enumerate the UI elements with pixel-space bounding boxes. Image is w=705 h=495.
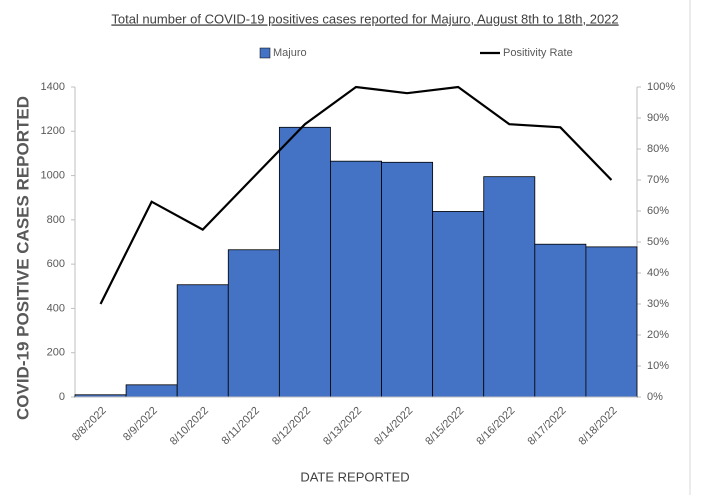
y-tick-label: 1000 xyxy=(41,169,65,181)
y-tick-label: 1200 xyxy=(41,125,65,137)
x-tick-label: 8/14/2022 xyxy=(372,405,415,448)
y-tick-label: 1400 xyxy=(41,81,65,93)
y-axis-label: COVID-19 POSITIVE CASES REPORTED xyxy=(13,96,32,420)
bar xyxy=(227,249,280,398)
bar xyxy=(483,176,536,398)
y2-tick-label: 60% xyxy=(647,205,669,217)
x-tick-label: 8/13/2022 xyxy=(321,405,364,448)
bar xyxy=(381,161,434,398)
legend-label: Majuro xyxy=(273,47,307,59)
y2-tick-label: 100% xyxy=(647,81,675,93)
bar xyxy=(585,246,638,398)
x-tick-label: 8/10/2022 xyxy=(168,405,211,448)
y-tick-label: 600 xyxy=(47,258,65,270)
x-axis-label: DATE REPORTED xyxy=(300,469,409,484)
y-tick-label: 800 xyxy=(47,214,65,226)
positivity-line xyxy=(99,85,613,305)
x-tick-label: 8/12/2022 xyxy=(270,405,313,448)
y2-tick-label: 80% xyxy=(647,143,669,155)
bar xyxy=(278,126,331,398)
chart-title: Total number of COVID-19 positives cases… xyxy=(111,11,618,26)
x-tick-label: 8/8/2022 xyxy=(70,405,109,444)
bar xyxy=(534,243,587,398)
y2-tick-label: 0% xyxy=(647,391,663,403)
y2-tick-label: 10% xyxy=(647,360,669,372)
y-tick-label: 200 xyxy=(47,347,65,359)
y2-tick-label: 90% xyxy=(647,112,669,124)
bar xyxy=(330,160,382,398)
y2-tick-label: 40% xyxy=(647,267,669,279)
bar xyxy=(125,384,178,398)
y2-tick-label: 70% xyxy=(647,174,669,186)
y2-tick-label: 20% xyxy=(647,329,669,341)
bar xyxy=(432,211,485,398)
x-tick-label: 8/11/2022 xyxy=(219,405,262,448)
legend-label: Positivity Rate xyxy=(503,47,573,59)
x-tick-label: 8/18/2022 xyxy=(577,405,620,448)
y2-tick-label: 50% xyxy=(647,236,669,248)
x-tick-label: 8/9/2022 xyxy=(121,405,160,444)
x-tick-label: 8/15/2022 xyxy=(423,405,466,448)
legend-swatch xyxy=(259,47,271,59)
y2-tick-label: 30% xyxy=(647,298,669,310)
x-tick-label: 8/17/2022 xyxy=(525,405,568,448)
bar xyxy=(176,284,229,398)
x-tick-label: 8/16/2022 xyxy=(474,405,517,448)
y-tick-label: 0 xyxy=(59,391,65,403)
y-tick-label: 400 xyxy=(47,302,65,314)
